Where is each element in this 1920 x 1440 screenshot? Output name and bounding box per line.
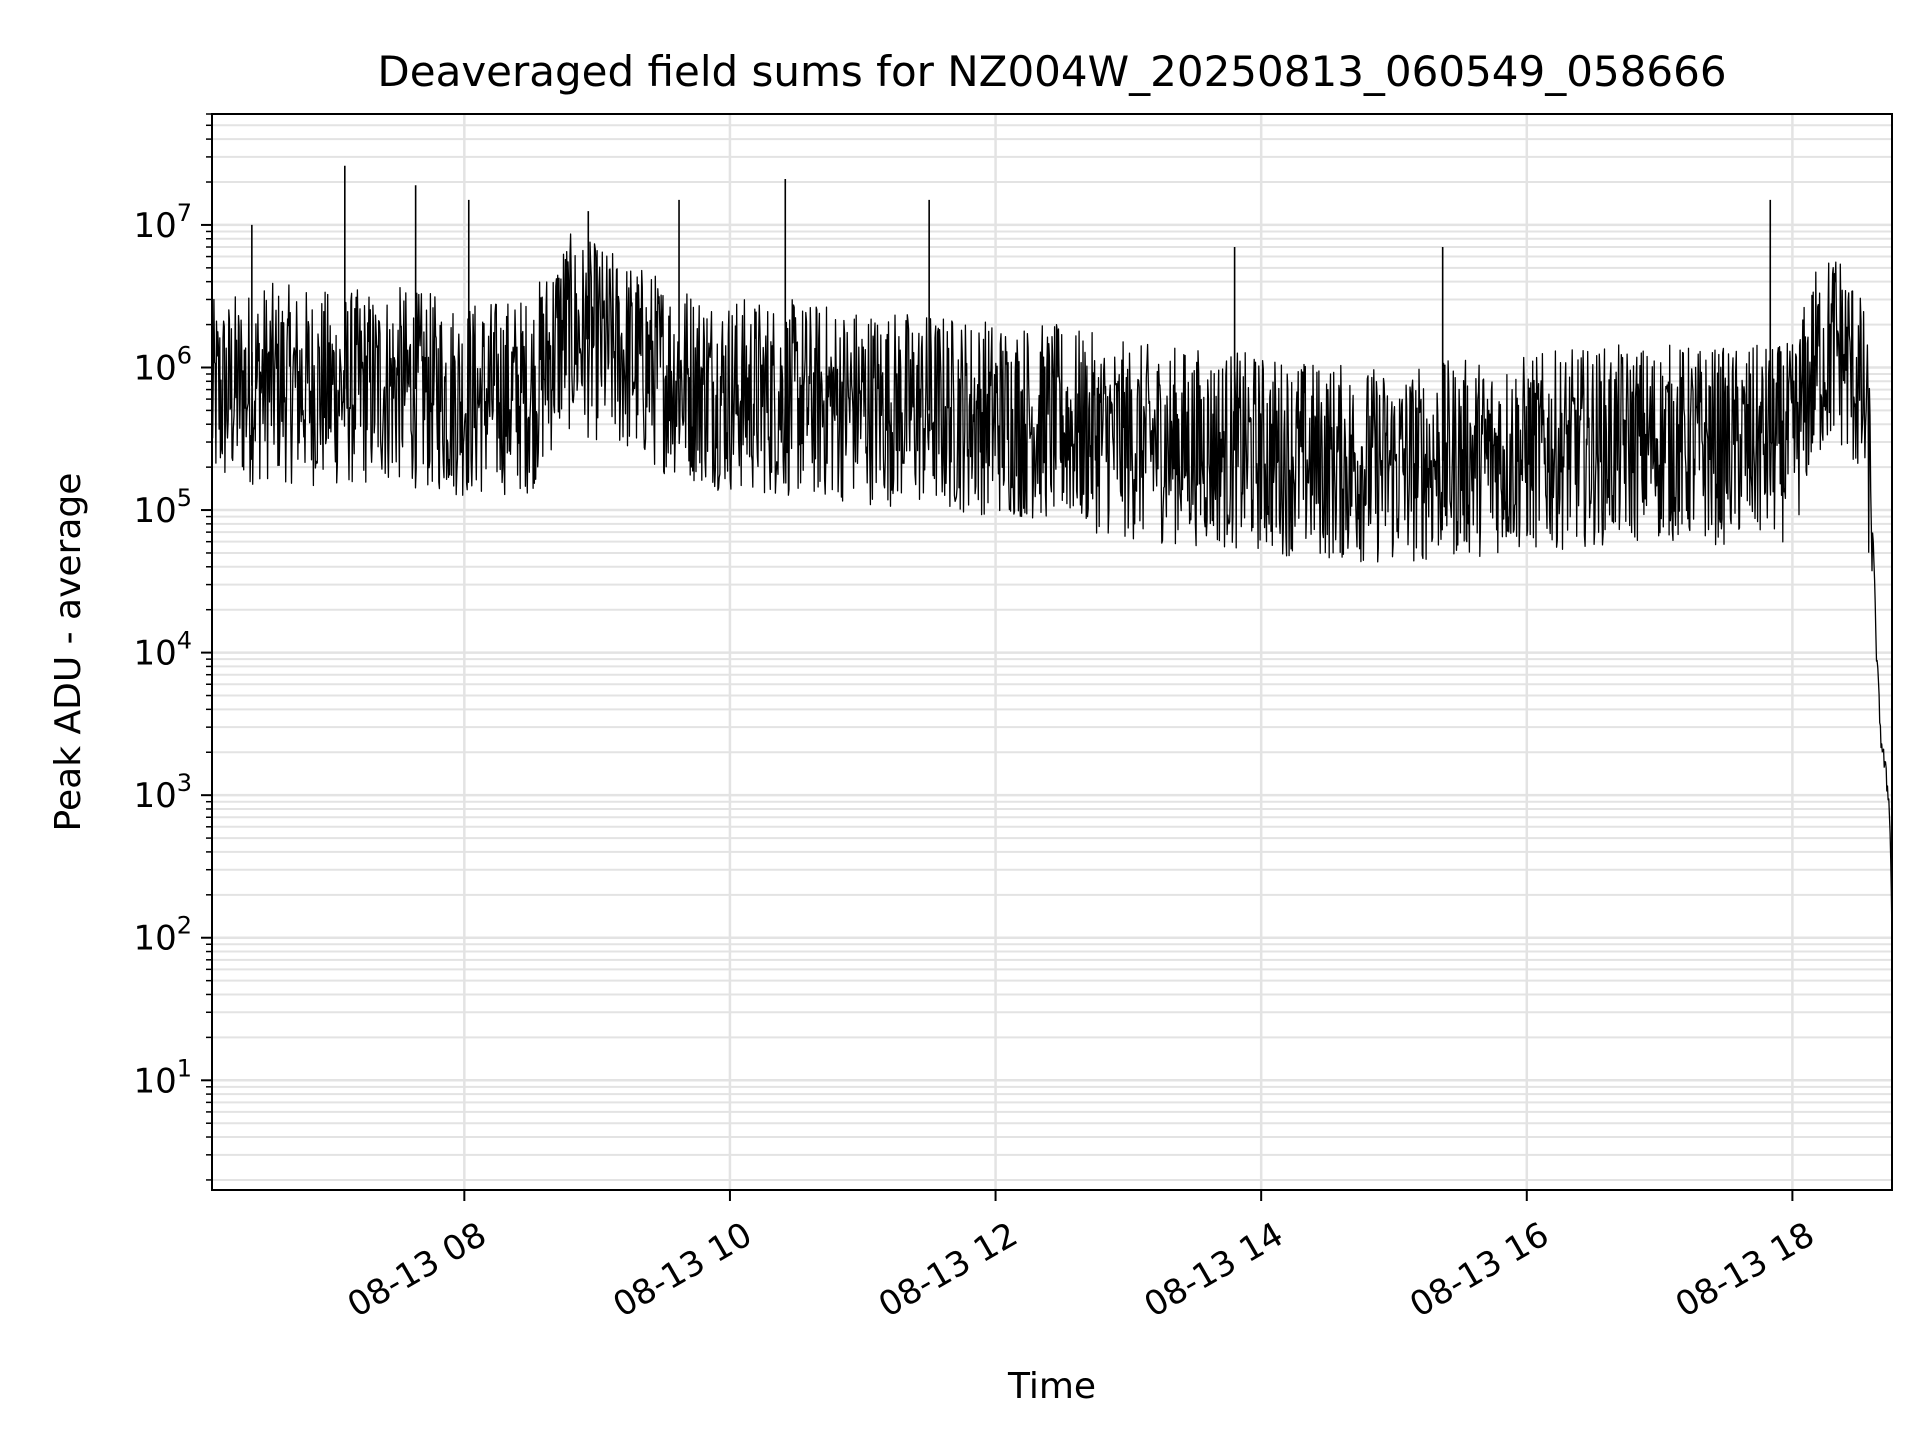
y-tick-label: 101 (133, 1054, 192, 1101)
y-tick-label: 107 (133, 199, 192, 246)
y-axis-label: Peak ADU - average (48, 473, 89, 832)
y-tick-label: 103 (133, 769, 192, 816)
y-tick-label: 104 (133, 627, 192, 674)
series-path (211, 233, 1893, 941)
x-axis-label: Time (1007, 1366, 1096, 1407)
y-tick-label: 105 (133, 484, 192, 531)
chart-title: Deaveraged field sums for NZ004W_2025081… (377, 47, 1726, 96)
series-line (211, 165, 1893, 941)
y-tick-label: 106 (133, 341, 192, 388)
y-tick-label: 102 (133, 912, 192, 959)
